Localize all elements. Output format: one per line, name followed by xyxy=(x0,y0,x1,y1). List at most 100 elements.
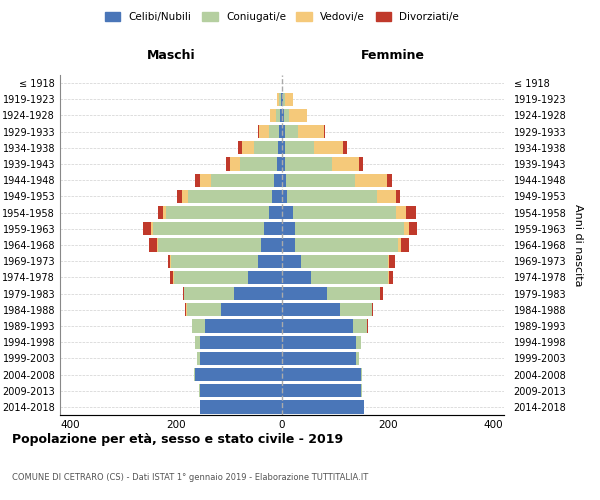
Bar xyxy=(166,206,269,220)
Bar xyxy=(282,158,284,170)
Bar xyxy=(282,303,340,316)
Bar xyxy=(199,384,200,398)
Bar xyxy=(195,368,282,381)
Bar xyxy=(282,287,327,300)
Text: Popolazione per età, sesso e stato civile - 2019: Popolazione per età, sesso e stato civil… xyxy=(12,432,343,446)
Bar xyxy=(200,174,211,187)
Bar xyxy=(284,158,332,170)
Bar xyxy=(261,238,282,252)
Bar xyxy=(282,238,295,252)
Bar xyxy=(143,222,151,235)
Bar xyxy=(277,158,282,170)
Bar xyxy=(340,303,372,316)
Bar xyxy=(281,92,282,106)
Bar xyxy=(314,141,343,154)
Bar xyxy=(226,158,230,170)
Bar xyxy=(406,206,416,220)
Bar xyxy=(230,158,240,170)
Bar xyxy=(282,384,361,398)
Bar xyxy=(158,238,261,252)
Bar xyxy=(282,352,356,365)
Bar xyxy=(242,141,254,154)
Bar xyxy=(178,190,182,203)
Bar xyxy=(389,254,395,268)
Bar xyxy=(356,336,361,349)
Bar xyxy=(372,303,373,316)
Bar xyxy=(395,206,406,220)
Bar xyxy=(282,270,311,284)
Bar xyxy=(282,190,287,203)
Bar xyxy=(238,141,242,154)
Bar xyxy=(200,384,282,398)
Bar xyxy=(353,320,367,332)
Bar xyxy=(280,109,282,122)
Bar xyxy=(151,222,152,235)
Bar xyxy=(284,109,289,122)
Bar xyxy=(359,158,363,170)
Bar xyxy=(248,270,282,284)
Bar xyxy=(386,174,392,187)
Bar xyxy=(149,238,157,252)
Bar xyxy=(185,303,187,316)
Bar xyxy=(187,303,221,316)
Bar xyxy=(283,92,284,106)
Bar xyxy=(254,141,278,154)
Bar xyxy=(355,174,386,187)
Bar xyxy=(173,270,248,284)
Bar xyxy=(389,270,393,284)
Bar xyxy=(211,174,274,187)
Bar xyxy=(295,222,404,235)
Bar xyxy=(195,336,200,349)
Bar xyxy=(295,238,398,252)
Bar xyxy=(184,287,235,300)
Bar xyxy=(398,238,401,252)
Bar xyxy=(282,320,353,332)
Bar xyxy=(282,222,295,235)
Text: COMUNE DI CETRARO (CS) - Dati ISTAT 1° gennaio 2019 - Elaborazione TUTTITALIA.IT: COMUNE DI CETRARO (CS) - Dati ISTAT 1° g… xyxy=(12,473,368,482)
Bar xyxy=(188,190,272,203)
Bar xyxy=(356,352,359,365)
Bar xyxy=(404,222,409,235)
Bar xyxy=(195,174,200,187)
Bar xyxy=(282,125,284,138)
Bar xyxy=(388,270,389,284)
Legend: Celibi/Nubili, Coniugati/e, Vedovi/e, Divorziati/e: Celibi/Nubili, Coniugati/e, Vedovi/e, Di… xyxy=(101,8,463,26)
Bar xyxy=(289,109,307,122)
Bar xyxy=(282,368,361,381)
Bar xyxy=(282,254,301,268)
Bar xyxy=(278,141,282,154)
Bar xyxy=(259,125,269,138)
Bar xyxy=(324,125,325,138)
Bar xyxy=(282,400,364,413)
Bar xyxy=(388,254,389,268)
Bar xyxy=(377,190,395,203)
Bar xyxy=(182,190,188,203)
Bar xyxy=(284,92,293,106)
Bar xyxy=(258,254,282,268)
Bar xyxy=(301,254,388,268)
Bar xyxy=(152,222,263,235)
Bar xyxy=(395,190,400,203)
Bar xyxy=(272,190,282,203)
Bar xyxy=(163,206,166,220)
Bar xyxy=(401,238,409,252)
Bar xyxy=(409,222,417,235)
Bar xyxy=(263,222,282,235)
Bar xyxy=(282,174,286,187)
Bar xyxy=(380,287,383,300)
Bar xyxy=(280,125,282,138)
Bar xyxy=(277,92,280,106)
Y-axis label: Anni di nascita: Anni di nascita xyxy=(573,204,583,286)
Bar xyxy=(282,206,293,220)
Bar xyxy=(240,158,277,170)
Text: Maschi: Maschi xyxy=(146,49,196,62)
Bar xyxy=(200,352,282,365)
Bar xyxy=(293,206,395,220)
Bar xyxy=(280,92,281,106)
Bar xyxy=(298,125,324,138)
Bar xyxy=(361,368,362,381)
Bar xyxy=(361,384,362,398)
Bar xyxy=(157,238,158,252)
Bar xyxy=(170,270,173,284)
Bar xyxy=(269,206,282,220)
